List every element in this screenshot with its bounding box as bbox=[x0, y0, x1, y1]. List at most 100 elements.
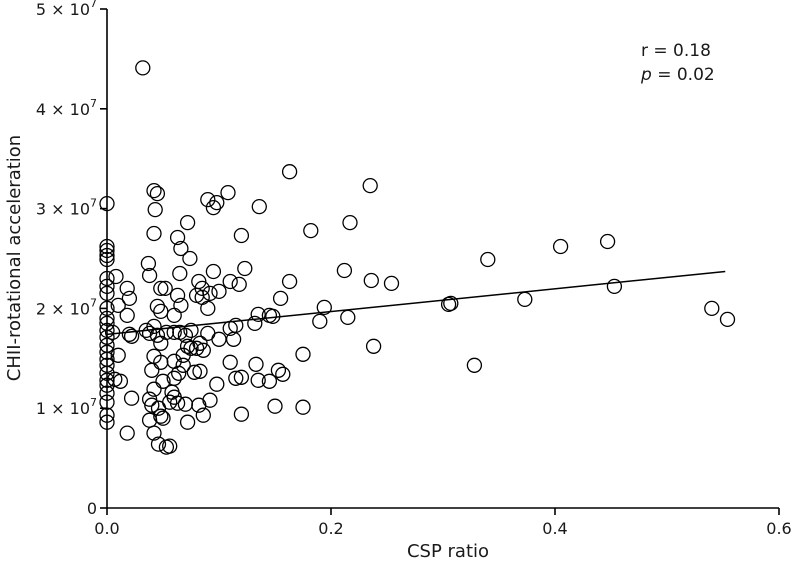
data-point bbox=[149, 298, 166, 315]
data-point bbox=[141, 267, 158, 284]
y-tick-exponent: 7 bbox=[90, 396, 97, 409]
y-tick-base: 4 × 10 bbox=[36, 100, 90, 119]
data-point bbox=[552, 238, 569, 255]
regression-line bbox=[106, 270, 726, 336]
r-annotation: r = 0.18 bbox=[641, 41, 711, 61]
data-point bbox=[149, 327, 166, 343]
data-point bbox=[162, 438, 178, 454]
y-tick-label: 0 bbox=[87, 499, 97, 518]
data-point bbox=[183, 340, 199, 356]
data-point bbox=[153, 280, 169, 297]
data-point bbox=[177, 327, 194, 343]
data-point bbox=[231, 276, 247, 293]
data-point bbox=[228, 370, 244, 386]
data-point bbox=[119, 425, 135, 441]
data-point bbox=[107, 371, 123, 387]
data-point bbox=[312, 313, 328, 330]
data-point bbox=[146, 225, 162, 242]
data-point bbox=[175, 357, 191, 373]
data-point bbox=[186, 364, 203, 380]
data-point bbox=[211, 283, 227, 300]
data-point bbox=[155, 373, 171, 389]
y-tick-exponent: 7 bbox=[90, 296, 97, 309]
x-tick-label: 0.4 bbox=[542, 519, 567, 538]
data-point bbox=[144, 397, 160, 413]
data-point bbox=[295, 346, 311, 362]
data-point bbox=[192, 335, 208, 351]
data-point bbox=[237, 260, 253, 277]
data-point bbox=[179, 214, 196, 231]
data-point bbox=[173, 240, 189, 257]
data-point bbox=[188, 340, 205, 356]
data-point bbox=[146, 381, 162, 397]
data-point bbox=[383, 275, 400, 292]
data-point bbox=[250, 306, 266, 323]
data-point bbox=[104, 324, 121, 341]
data-point bbox=[121, 290, 138, 307]
axes-layer bbox=[106, 9, 779, 509]
regression-layer bbox=[106, 270, 726, 336]
data-point bbox=[248, 356, 264, 372]
data-point bbox=[275, 366, 291, 382]
data-point bbox=[179, 338, 196, 354]
data-point bbox=[119, 307, 135, 324]
data-point bbox=[205, 199, 222, 216]
y-tick-label: 3 × 107 bbox=[36, 197, 97, 219]
data-point bbox=[606, 278, 623, 295]
data-point bbox=[169, 229, 186, 246]
data-point bbox=[173, 297, 189, 314]
data-point bbox=[295, 399, 311, 415]
data-point bbox=[194, 289, 210, 306]
data-point bbox=[195, 342, 211, 358]
y-tick-exponent: 7 bbox=[90, 197, 97, 210]
data-point bbox=[123, 328, 140, 344]
data-point bbox=[157, 280, 173, 297]
data-point bbox=[247, 315, 263, 332]
p-value: = 0.02 bbox=[652, 65, 715, 85]
y-tick-label: 1 × 107 bbox=[36, 396, 97, 418]
data-point bbox=[251, 198, 267, 215]
data-point bbox=[599, 233, 616, 250]
data-point bbox=[261, 373, 278, 389]
y-tick-base: 2 × 10 bbox=[36, 299, 90, 318]
data-point bbox=[141, 325, 158, 342]
p-annotation: p = 0.02 bbox=[640, 65, 715, 85]
data-point bbox=[166, 324, 182, 341]
data-point bbox=[162, 394, 178, 410]
points-layer bbox=[99, 60, 736, 455]
data-point bbox=[316, 299, 332, 316]
data-point bbox=[336, 262, 353, 279]
data-point bbox=[141, 391, 158, 407]
data-point bbox=[146, 425, 162, 441]
p-symbol: p bbox=[640, 65, 652, 85]
data-point bbox=[147, 201, 163, 218]
data-point bbox=[365, 338, 382, 354]
data-point bbox=[153, 408, 169, 424]
data-point bbox=[183, 322, 199, 339]
data-point bbox=[153, 335, 169, 351]
data-point bbox=[177, 396, 194, 412]
data-point bbox=[303, 222, 319, 239]
y-tick-label: 2 × 107 bbox=[36, 296, 97, 318]
y-tick-exponent: 7 bbox=[90, 0, 97, 10]
y-tick-label: 4 × 107 bbox=[36, 97, 97, 119]
data-point bbox=[135, 60, 151, 76]
data-point bbox=[222, 354, 238, 370]
data-point bbox=[704, 300, 720, 317]
data-point bbox=[140, 255, 157, 272]
data-point bbox=[144, 362, 160, 378]
y-tick-label: 5 × 107 bbox=[36, 0, 97, 19]
data-point bbox=[281, 164, 298, 180]
y-tick-exponent: 7 bbox=[90, 97, 97, 110]
data-point bbox=[108, 268, 124, 285]
data-point bbox=[195, 407, 211, 423]
y-tick-base: 0 bbox=[87, 499, 97, 518]
data-point bbox=[172, 265, 188, 282]
data-point bbox=[149, 185, 166, 202]
data-point bbox=[250, 372, 266, 388]
data-point bbox=[202, 392, 218, 408]
data-point bbox=[272, 290, 289, 307]
data-point bbox=[466, 357, 483, 373]
